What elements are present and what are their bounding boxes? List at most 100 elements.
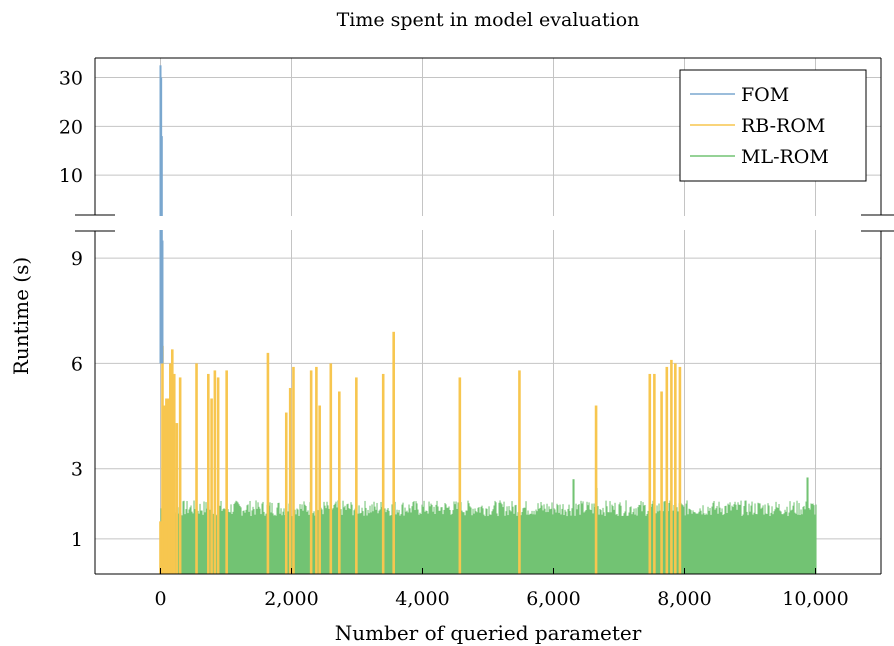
ml-rom-bar [718, 501, 720, 574]
ml-rom-bar [478, 507, 480, 574]
ml-rom-bar [747, 515, 749, 574]
ml-rom-bar [703, 513, 705, 574]
ml-rom-bar [750, 505, 752, 574]
ml-rom-bar [390, 515, 392, 574]
ml-rom-bar [295, 514, 297, 574]
ml-rom-bar [472, 508, 474, 574]
ml-rom-bar [756, 514, 758, 574]
ml-rom-bar [726, 513, 728, 574]
ml-rom-bar [741, 516, 743, 574]
ml-rom-bar [809, 509, 811, 574]
ml-rom-bar [788, 512, 790, 574]
ml-rom-bar [425, 510, 427, 574]
ml-rom-bar [685, 503, 687, 574]
ml-rom-bar [699, 508, 701, 574]
ml-rom-bar [307, 510, 309, 574]
ml-rom-bar [358, 505, 360, 574]
ml-rom-bar [758, 503, 760, 574]
ml-rom-bar [378, 510, 380, 574]
ml-rom-bar [305, 505, 307, 574]
rb-rom-bar [648, 373, 652, 574]
x-tick-label: 10,000 [782, 588, 848, 610]
y-tick-label: 20 [59, 116, 83, 138]
ml-rom-bar [618, 504, 620, 574]
ml-rom-bar [262, 501, 264, 574]
ml-rom-bar [642, 502, 644, 574]
series-ml-rom [160, 477, 817, 574]
ml-rom-bar [453, 501, 455, 574]
ml-rom-bar [322, 514, 324, 574]
rb-rom-bar [670, 359, 673, 574]
ml-rom-bar [783, 513, 785, 574]
ml-rom-bar [188, 509, 190, 574]
ml-rom-bar [485, 508, 487, 574]
ml-rom-bar [449, 510, 451, 574]
ml-rom-bar [686, 500, 688, 574]
ml-rom-bar [655, 513, 657, 574]
ml-rom-bar [566, 516, 568, 574]
ml-rom-bar [525, 501, 527, 574]
ml-rom-bar [247, 504, 249, 574]
ml-rom-bar [409, 508, 411, 574]
ml-rom-bar [516, 515, 518, 574]
ml-rom-bar [593, 503, 595, 574]
ml-rom-bar [724, 506, 726, 574]
plot-area [159, 65, 817, 574]
axis-break-gap [81, 216, 894, 230]
ml-rom-bar [607, 512, 609, 574]
ml-rom-bar [563, 515, 565, 574]
ml-rom-bar [340, 509, 342, 574]
ml-rom-bar [429, 506, 431, 574]
ml-rom-bar [605, 500, 607, 574]
rb-rom-bar [225, 370, 228, 574]
ml-rom-bar [261, 503, 263, 574]
ml-rom-bar [581, 503, 583, 574]
ml-rom-bar [720, 512, 722, 574]
ml-rom-bar [633, 508, 635, 574]
rb-rom-bar [392, 331, 395, 574]
ml-rom-bar [590, 510, 592, 574]
ml-rom-bar [727, 503, 729, 574]
ml-rom-bar [585, 509, 587, 574]
ml-rom-bar [430, 503, 432, 574]
ml-rom-bar [413, 501, 415, 574]
ml-rom-bar [352, 515, 354, 574]
ml-rom-bar [279, 513, 281, 574]
rb-rom-bar [210, 398, 213, 574]
ml-rom-bar [514, 505, 516, 574]
ml-rom-bar [488, 506, 490, 574]
ml-rom-bar [502, 507, 504, 574]
ml-rom-bar [239, 505, 241, 574]
ml-rom-bar [277, 502, 279, 574]
ml-rom-bar [327, 505, 329, 574]
ml-rom-bar [479, 512, 481, 574]
rb-rom-bar [167, 398, 170, 574]
axes-frame [75, 57, 894, 575]
ml-rom-bar [427, 513, 429, 574]
ml-rom-bar [197, 510, 199, 574]
y-tick-label: 30 [59, 68, 83, 90]
ml-rom-bar [769, 516, 771, 574]
ml-rom-bar [510, 511, 512, 574]
ml-rom-bar [204, 512, 206, 574]
ml-rom-bar [396, 509, 398, 574]
ml-rom-bar [222, 509, 224, 574]
ml-rom-bar [733, 504, 735, 574]
ml-rom-bar [637, 507, 639, 574]
ml-rom-bar [701, 514, 703, 574]
ml-rom-bar [801, 514, 803, 574]
ml-rom-bar [624, 511, 626, 574]
ml-rom-bar [640, 501, 642, 574]
ml-rom-bar [708, 510, 710, 574]
ml-rom-bar [528, 514, 530, 574]
ml-rom-bar [658, 503, 660, 574]
ml-rom-bar [282, 511, 284, 574]
ml-rom-bar [363, 515, 365, 574]
ml-rom-bar [698, 511, 700, 574]
ml-rom-bar [692, 510, 694, 574]
series-fom [159, 65, 164, 364]
ml-rom-bar [772, 514, 774, 574]
ml-rom-bar [677, 511, 679, 574]
ml-rom-bar [297, 509, 299, 574]
